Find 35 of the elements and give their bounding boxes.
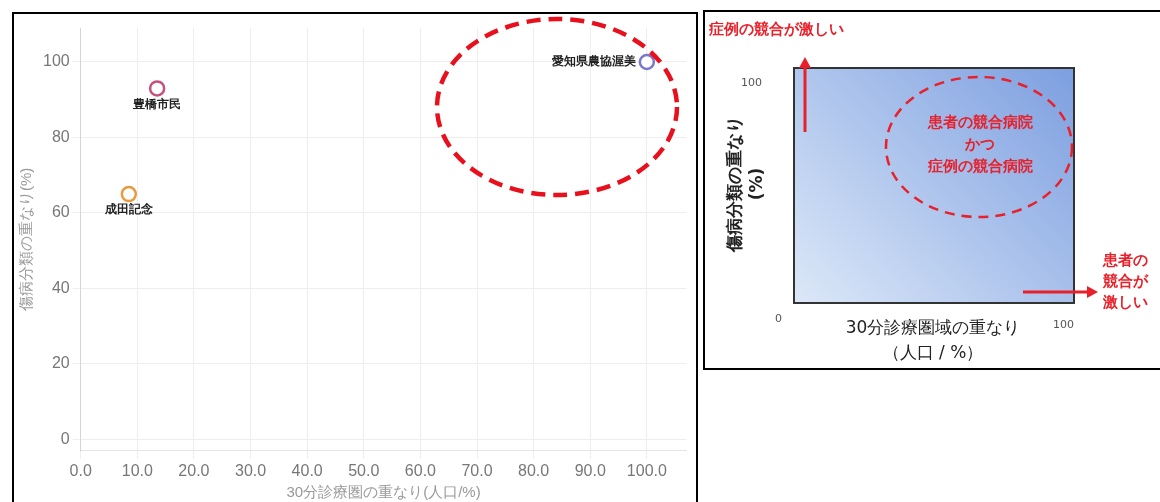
- x-tick-label: 20.0: [178, 461, 210, 479]
- text: 100: [1053, 318, 1074, 331]
- text: かつ: [964, 134, 996, 155]
- x-tick-label: 30.0: [234, 461, 267, 479]
- text: 症例の競合が激しい: [709, 19, 844, 40]
- point: [148, 80, 166, 97]
- series-label: 成田記念: [103, 202, 154, 217]
- x-tick-label: 40.0: [291, 461, 323, 479]
- point: [120, 185, 138, 203]
- y-tick-label: 60: [51, 203, 70, 221]
- x-tick-label: 0.0: [69, 461, 92, 479]
- text: 症例の競合病院: [926, 156, 1034, 177]
- x-tick-label: 70.0: [461, 461, 493, 479]
- text: 0: [775, 312, 782, 325]
- series-label: 愛知県農協渥美: [551, 54, 636, 69]
- x-tick-label: 60.0: [404, 461, 437, 479]
- y-tick-label: 80: [51, 127, 70, 145]
- text: 30分診療圏域の重なり（人口 / %）: [844, 316, 1022, 364]
- x-tick-label: 50.0: [348, 461, 380, 479]
- y-tick-label: 100: [42, 52, 70, 70]
- y-tick-label: 40: [51, 278, 70, 296]
- y-tick-label: 20: [51, 354, 70, 372]
- x-tick-label: 100.0: [626, 461, 667, 479]
- text: 傷病分類の重なり(%): [723, 115, 767, 255]
- text: 100: [741, 76, 762, 89]
- y-tick-label: 0: [60, 429, 70, 447]
- x-tick-label: 80.0: [518, 461, 550, 479]
- text: 患者の競合病院: [926, 112, 1034, 133]
- point: [638, 53, 656, 71]
- y-axis-title: 傷病分類の重なり(%): [17, 167, 35, 313]
- x-axis-title: 30分診療圏の重なり(人口/%): [286, 483, 481, 501]
- series-label: 豊橋市民: [132, 96, 182, 111]
- x-tick-label: 10.0: [121, 461, 153, 479]
- x-tick-label: 90.0: [574, 461, 606, 479]
- text: 患者の競合が激しい: [1103, 250, 1150, 313]
